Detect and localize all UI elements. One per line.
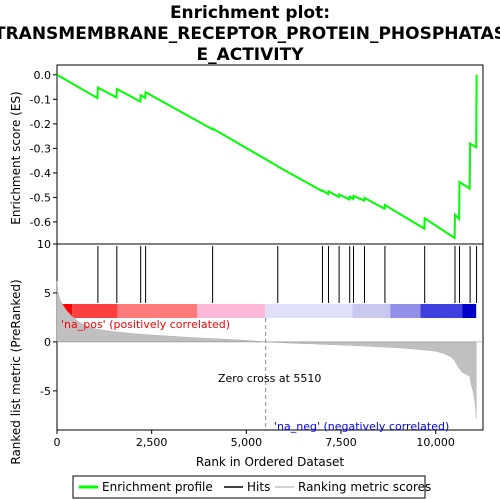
color-bar-segment — [420, 304, 463, 318]
chart-title-line-3: E_ACTIVITY — [196, 45, 304, 65]
chart-title-line-1: Enrichment plot: — [170, 3, 330, 23]
es-y-tick-label: 0.0 — [34, 69, 52, 82]
metric-y-tick-label: 5 — [44, 287, 51, 300]
legend-label-ranking-metric-scores: Ranking metric scores — [298, 480, 431, 494]
enrichment-profile-line — [56, 73, 478, 240]
chart-title-line-2: TRANSMEMBRANE_RECEPTOR_PROTEIN_PHOSPHATA… — [0, 24, 500, 44]
color-bar-segment — [390, 304, 421, 318]
color-bar-segment — [72, 304, 118, 318]
color-bar-segment — [352, 304, 391, 318]
x-tick-label: 7,500 — [325, 436, 357, 449]
rank-axis: 10 5 0 -5 0 2,500 5,000 7,500 10,000 — [37, 238, 455, 449]
legend-item-ranking-metric-scores: Ranking metric scores — [275, 480, 431, 494]
es-y-tick-label: -0.2 — [30, 118, 51, 131]
metric-y-tick-label: 0 — [44, 336, 51, 349]
x-tick-label: 2,500 — [136, 436, 168, 449]
color-bar-segment — [462, 304, 477, 318]
negative-correlation-label: 'na_neg' (negatively correlated) — [274, 420, 449, 433]
legend-label-hits: Hits — [247, 480, 270, 494]
es-y-tick-label: -0.1 — [30, 93, 51, 106]
hits-track — [97, 246, 478, 303]
es-y-axis-label: Enrichment score (ES) — [9, 91, 23, 224]
legend-item-hits: Hits — [224, 480, 270, 494]
es-y-tick-label: -0.5 — [30, 191, 51, 204]
x-tick-label: 0 — [54, 436, 61, 449]
metric-y-tick-label: -5 — [40, 385, 51, 398]
color-bar-segment — [265, 304, 353, 318]
es-y-tick-label: -0.4 — [30, 167, 51, 180]
legend-box — [72, 475, 426, 499]
x-axis-label: Rank in Ordered Dataset — [196, 455, 344, 469]
metric-y-axis-label: Ranked list metric (PreRanked) — [9, 279, 23, 464]
positive-correlation-label: 'na_pos' (positively correlated) — [61, 318, 230, 331]
ranking-metric-area — [56, 281, 483, 430]
metric-y-tick-label: 10 — [37, 238, 51, 251]
es-axis: 0.0 -0.1 -0.2 -0.3 -0.4 -0.5 -0.6 — [30, 69, 57, 229]
zero-cross-label: Zero cross at 5510 — [218, 372, 321, 385]
legend-item-enrichment-profile: Enrichment profile — [79, 480, 213, 494]
x-tick-label: 5,000 — [231, 436, 263, 449]
color-bar-segment — [117, 304, 198, 318]
color-bar-segment — [197, 304, 266, 318]
rank-color-bar — [57, 304, 477, 318]
legend-label-enrichment-profile: Enrichment profile — [102, 480, 213, 494]
enrichment-profile-series — [56, 73, 478, 240]
es-y-tick-label: -0.6 — [30, 216, 51, 229]
x-tick-label: 10,000 — [416, 436, 455, 449]
es-y-tick-label: -0.3 — [30, 142, 51, 155]
